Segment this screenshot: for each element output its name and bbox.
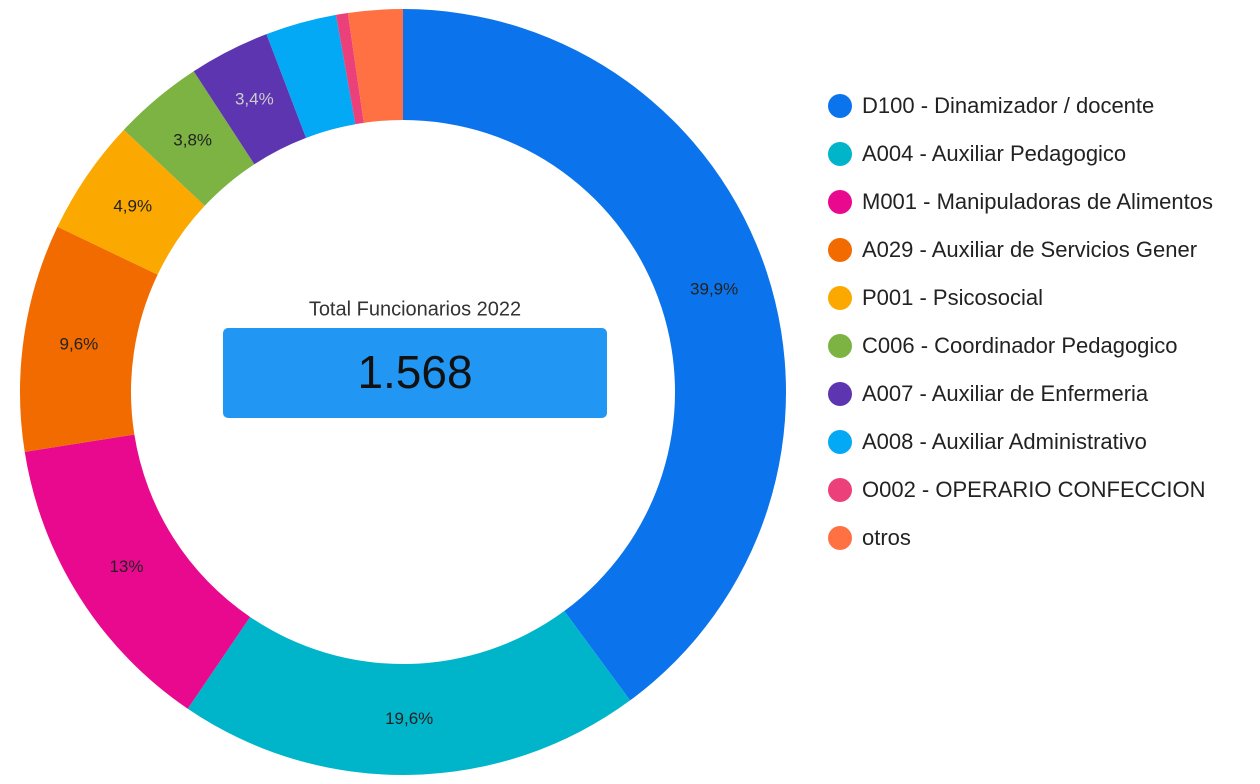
legend-label: A029 - Auxiliar de Servicios Gener: [862, 237, 1198, 262]
slice: [193, 34, 307, 165]
legend-item: A007 - Auxiliar de Enfermeria: [828, 375, 1258, 413]
slice-label: 9,6%: [60, 334, 99, 353]
slice: [57, 129, 205, 275]
legend-item: A029 - Auxiliar de Servicios Gener: [828, 231, 1258, 269]
scorecard-value: 1.568: [357, 346, 472, 398]
legend-item: otros: [828, 519, 1258, 557]
legend-item: O002 - OPERARIO CONFECCION: [828, 471, 1258, 509]
slice: [20, 226, 158, 452]
legend-item: A008 - Auxiliar Administrativo: [828, 423, 1258, 461]
legend-label: A007 - Auxiliar de Enfermeria: [862, 381, 1149, 406]
legend-swatch: [828, 526, 852, 550]
slice-label: 3,4%: [235, 90, 274, 109]
slice: [24, 434, 251, 709]
slice-label: 13%: [109, 557, 143, 576]
legend-label: P001 - Psicosocial: [862, 285, 1043, 310]
slice-label: 4,9%: [113, 197, 152, 216]
slice-label: 3,8%: [173, 130, 212, 149]
legend-swatch: [828, 238, 852, 262]
legend-label: M001 - Manipuladoras de Alimentos: [862, 189, 1213, 214]
slice: [266, 14, 356, 138]
legend-item: D100 - Dinamizador / docente: [828, 87, 1258, 125]
slice-label: 19,6%: [385, 709, 433, 728]
scorecard-title: Total Funcionarios 2022: [309, 298, 521, 320]
slice: [403, 9, 787, 701]
slice-label: 39,9%: [690, 279, 738, 298]
legend: D100 - Dinamizador / docente A004 - Auxil…: [828, 87, 1258, 567]
legend-swatch: [828, 94, 852, 118]
slice: [335, 12, 364, 125]
legend-swatch: [828, 286, 852, 310]
legend-swatch: [828, 190, 852, 214]
slice: [123, 71, 255, 206]
legend-swatch: [828, 430, 852, 454]
legend-item: P001 - Psicosocial: [828, 279, 1258, 317]
legend-item: A004 - Auxiliar Pedagogico: [828, 135, 1258, 173]
slice: [187, 611, 631, 776]
scorecard-box: [223, 328, 607, 418]
legend-item: M001 - Manipuladoras de Alimentos: [828, 183, 1258, 221]
slice: [347, 9, 403, 123]
legend-label: D100 - Dinamizador / docente: [862, 93, 1155, 118]
legend-label: otros: [862, 525, 911, 550]
legend-item: C006 - Coordinador Pedagogico: [828, 327, 1258, 365]
legend-label: A008 - Auxiliar Administrativo: [862, 429, 1147, 454]
legend-swatch: [828, 334, 852, 358]
legend-label: A004 - Auxiliar Pedagogico: [862, 141, 1127, 166]
legend-label: C006 - Coordinador Pedagogico: [862, 333, 1178, 358]
legend-swatch: [828, 142, 852, 166]
legend-swatch: [828, 478, 852, 502]
legend-label: O002 - OPERARIO CONFECCION: [862, 477, 1206, 502]
legend-swatch: [828, 382, 852, 406]
